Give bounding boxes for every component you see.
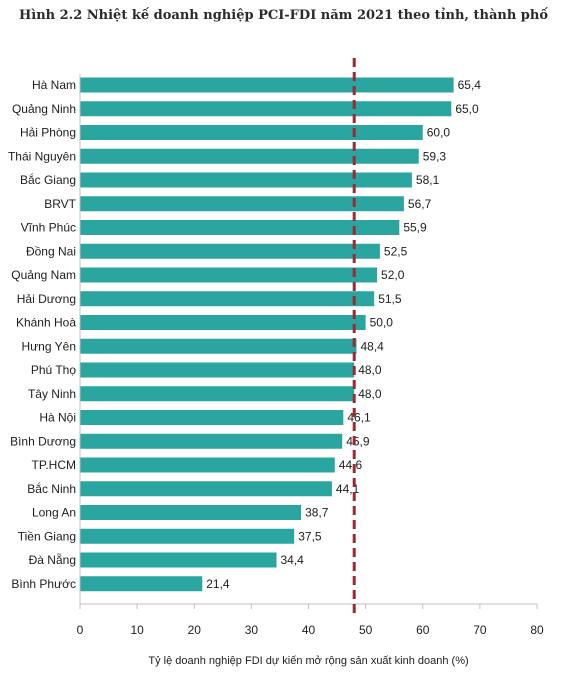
category-label: Bắc Ninh (27, 481, 76, 496)
bar (80, 315, 366, 330)
bar (80, 243, 380, 259)
labels-layer: Hà Nam 65,4 Quảng Ninh 65,0 Hải Phòng 60,0 Thá… (8, 78, 481, 591)
value-label: 48,4 (360, 339, 384, 353)
bar (80, 362, 355, 378)
category-label: Bắc Giang (20, 172, 76, 187)
category-label: Vĩnh Phúc (21, 221, 76, 235)
bar (80, 125, 423, 140)
bar (80, 410, 344, 425)
value-label: 38,7 (305, 506, 329, 520)
bar (80, 576, 203, 592)
category-label: Hà Nội (39, 411, 76, 425)
x-axis: 0 10 20 30 40 50 60 70 80 (77, 74, 544, 637)
bar (80, 101, 452, 117)
value-label: 46,1 (347, 411, 371, 425)
value-label: 44,6 (339, 458, 363, 472)
x-tick-label: 70 (473, 623, 487, 637)
bar (80, 291, 375, 307)
value-label: 34,4 (281, 553, 305, 567)
category-label: Quảng Ninh (12, 102, 76, 116)
x-tick-label: 40 (302, 623, 316, 637)
value-label: 52,0 (381, 268, 405, 282)
x-tick-label: 20 (188, 623, 202, 637)
category-label: Bình Phước (11, 577, 76, 591)
bar (80, 220, 400, 235)
bar (80, 267, 378, 283)
value-label: 65,0 (455, 102, 479, 116)
category-label: Hưng Yên (21, 339, 76, 353)
value-label: 58,1 (416, 173, 440, 187)
value-label: 51,5 (378, 292, 402, 306)
category-label: Tây Ninh (28, 387, 76, 401)
bar (80, 528, 295, 544)
category-label: Bình Dương (10, 434, 76, 448)
x-tick-label: 60 (416, 623, 430, 637)
category-label: Long An (32, 506, 76, 520)
bar (80, 338, 357, 354)
value-label: 48,0 (358, 363, 382, 377)
category-label: Phú Thọ (31, 363, 76, 377)
bars-layer (80, 77, 454, 592)
value-label: 52,5 (384, 244, 408, 258)
value-label: 44,1 (336, 482, 360, 496)
value-label: 56,7 (408, 197, 432, 211)
x-tick-label: 30 (245, 623, 259, 637)
value-label: 65,4 (458, 78, 482, 92)
bar (80, 172, 412, 188)
chart-title: Hình 2.2 Nhiệt kế doanh nghiệp PCI-FDI n… (18, 8, 549, 23)
category-label: Đà Nẵng (29, 552, 76, 567)
category-label: Hải Dương (17, 292, 76, 306)
category-label: Thái Nguyên (8, 149, 76, 163)
bar (80, 505, 302, 520)
value-label: 48,0 (358, 387, 382, 401)
bar (80, 148, 419, 164)
category-label: Khánh Hoà (16, 316, 76, 330)
bar (80, 77, 454, 93)
value-label: 50,0 (370, 316, 394, 330)
bar (80, 433, 343, 449)
bar (80, 457, 335, 473)
category-label: Hải Phòng (20, 126, 76, 140)
category-label: Quảng Nam (11, 268, 76, 282)
bar (80, 386, 355, 402)
value-label: 60,0 (427, 126, 451, 140)
value-label: 59,3 (423, 149, 447, 163)
bar (80, 196, 404, 212)
value-label: 37,5 (298, 529, 322, 543)
value-label: 21,4 (206, 577, 230, 591)
bar (80, 552, 277, 568)
category-label: TP.HCM (32, 458, 76, 472)
value-label: 45,9 (346, 434, 370, 448)
x-tick-label: 50 (359, 623, 373, 637)
category-label: Đồng Nai (26, 244, 76, 258)
x-tick-label: 80 (530, 623, 544, 637)
bar (80, 481, 332, 497)
x-axis-label: Tỷ lệ doanh nghiệp FDI dự kiến mở rộng s… (148, 655, 468, 667)
x-tick-label: 10 (130, 623, 144, 637)
category-label: Tiền Giang (18, 529, 76, 543)
value-label: 55,9 (403, 221, 427, 235)
category-label: BRVT (44, 197, 76, 211)
x-tick-label: 0 (77, 623, 84, 637)
category-label: Hà Nam (32, 78, 76, 92)
